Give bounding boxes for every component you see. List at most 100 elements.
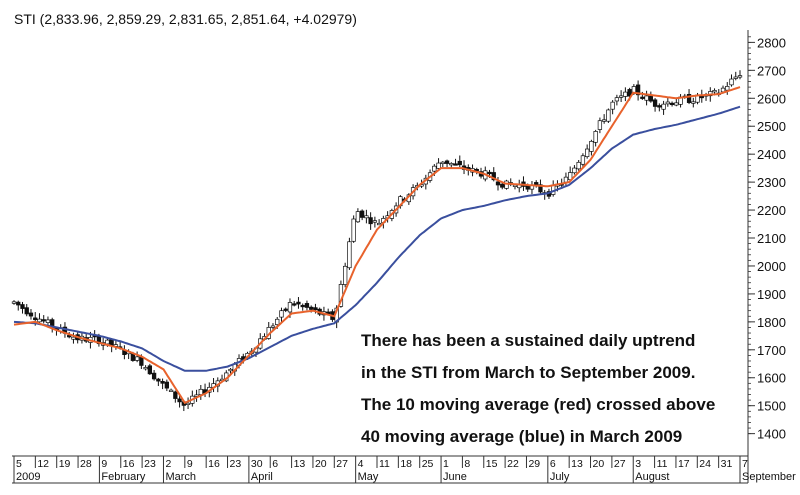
candle-body <box>589 141 594 152</box>
x-day-tick-label: 13 <box>294 458 306 470</box>
annotation-line-4: 40 moving average (blue) in March 2009 <box>361 427 682 446</box>
candle-body <box>691 101 696 104</box>
x-day-tick-label: 20 <box>315 458 327 470</box>
candle-body <box>635 84 641 96</box>
x-month-label: July <box>550 471 570 483</box>
candle-body <box>669 102 675 106</box>
x-day-tick-label: 31 <box>721 458 733 470</box>
candle-body <box>376 222 382 226</box>
x-day-tick-label: 6 <box>550 458 556 470</box>
candle-body <box>512 184 518 187</box>
x-day-tick-label: 18 <box>400 458 412 470</box>
x-day-tick-label: 5 <box>16 458 22 470</box>
candle-body <box>275 318 280 325</box>
candle-body <box>495 181 501 186</box>
candlesticks <box>11 70 743 412</box>
y-tick-label: 2200 <box>757 203 786 218</box>
x-day-tick-label: 6 <box>272 458 278 470</box>
candle-body <box>41 319 46 322</box>
candle-body <box>71 336 76 340</box>
candle-body <box>359 210 365 218</box>
candle-body <box>729 78 734 86</box>
candle-body <box>173 391 178 399</box>
candle-body <box>313 307 318 311</box>
y-tick-label: 1600 <box>757 371 786 386</box>
candle-body <box>585 148 590 158</box>
candle-body <box>733 76 738 79</box>
candle-body <box>292 303 297 306</box>
x-month-label: June <box>443 471 467 483</box>
candle-body <box>279 310 284 318</box>
x-day-tick-label: 3 <box>635 458 641 470</box>
candle-body <box>725 86 730 91</box>
x-day-tick-label: 7 <box>742 458 748 470</box>
candle-body <box>33 317 38 321</box>
y-tick-label: 2000 <box>757 259 786 274</box>
x-day-tick-label: 11 <box>379 458 390 470</box>
y-tick-label: 2700 <box>757 63 786 78</box>
candle-body <box>474 168 479 172</box>
x-day-tick-label: 1 <box>443 458 449 470</box>
y-axis: 1400 1500 1600 1700 1800 1900 2000 2100 2200 2300… <box>748 35 786 442</box>
candle-body <box>304 303 310 308</box>
ma10-line <box>13 86 741 405</box>
candle-body <box>368 217 373 225</box>
candle-body <box>453 163 458 166</box>
candle-body <box>614 97 620 102</box>
candle-body <box>300 304 305 308</box>
candle-body <box>432 165 437 172</box>
candle-body <box>185 402 191 406</box>
x-day-tick-label: 29 <box>528 458 540 470</box>
x-day-tick-label: 22 <box>507 458 519 470</box>
y-tick-label: 1800 <box>757 315 786 330</box>
candle-body <box>143 367 148 370</box>
y-tick-label: 1700 <box>757 343 786 358</box>
candle-body <box>168 389 174 392</box>
candle-body <box>737 75 743 78</box>
x-day-tick-label: 15 <box>486 458 498 470</box>
candle-body <box>640 96 645 99</box>
candle-body <box>156 378 161 382</box>
candle-body <box>686 93 692 103</box>
x-day-tick-label: 28 <box>80 458 92 470</box>
y-tick-label: 2300 <box>757 175 786 190</box>
candle-body <box>67 335 72 338</box>
x-day-tick-label: 24 <box>699 458 711 470</box>
candle-body <box>343 265 348 285</box>
candle-body <box>355 211 361 223</box>
x-day-tick-label: 9 <box>101 458 107 470</box>
candle-body <box>164 381 169 389</box>
x-month-label: April <box>251 471 273 483</box>
candle-body <box>270 325 276 328</box>
candle-body <box>436 162 441 169</box>
x-month-label: March <box>165 471 196 483</box>
candle-body <box>597 120 603 130</box>
x-day-tick-label: 27 <box>336 458 348 470</box>
x-day-tick-label: 19 <box>59 458 71 470</box>
x-day-tick-label: 11 <box>657 458 668 470</box>
y-tick-label: 2800 <box>757 35 786 50</box>
candle-body <box>572 167 577 174</box>
x-day-tick-label: 23 <box>230 458 242 470</box>
candle-body <box>627 89 632 97</box>
candle-body <box>287 302 293 313</box>
candle-body <box>228 368 233 372</box>
y-tick-label: 2100 <box>757 231 786 246</box>
candle-body <box>674 102 679 106</box>
candle-body <box>593 131 598 143</box>
candle-body <box>610 101 615 110</box>
candle-body <box>24 307 29 315</box>
x-day-tick-label: 16 <box>208 458 220 470</box>
x-day-tick-label: 16 <box>123 458 135 470</box>
x-month-label: September <box>742 471 796 483</box>
candle-body <box>580 155 586 165</box>
candle-body <box>16 301 21 306</box>
candle-body <box>309 306 314 310</box>
x-day-tick-label: 17 <box>678 458 690 470</box>
candle-body <box>20 304 25 309</box>
x-day-tick-label: 20 <box>593 458 605 470</box>
y-tick-label: 2600 <box>757 91 786 106</box>
x-day-tick-label: 23 <box>144 458 156 470</box>
candle-body <box>576 161 581 170</box>
